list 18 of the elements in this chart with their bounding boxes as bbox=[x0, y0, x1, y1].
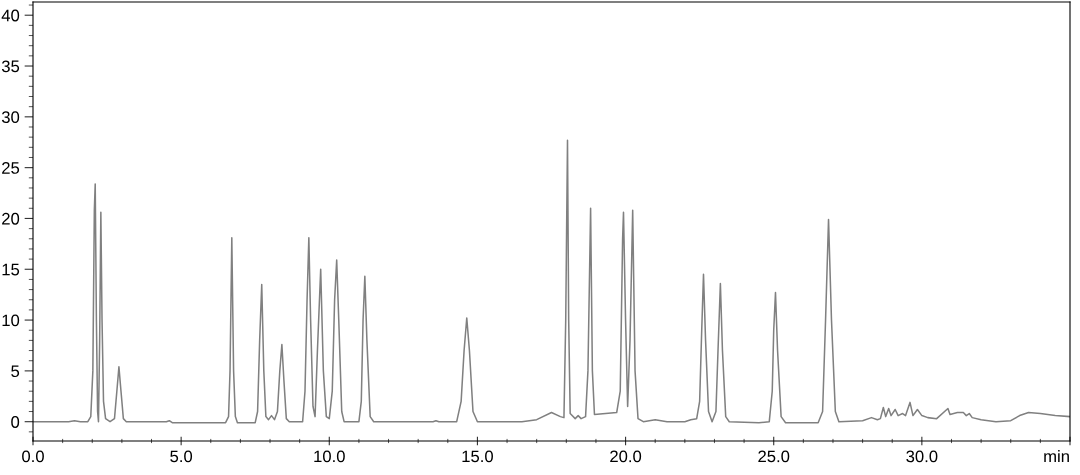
y-tick-label: 10 bbox=[2, 314, 20, 327]
x-tick-label: 20.0 bbox=[610, 450, 642, 463]
y-tick-label: 0 bbox=[11, 416, 20, 428]
x-tick-label: 10.0 bbox=[314, 450, 345, 463]
y-tick-label: 5 bbox=[11, 365, 20, 378]
x-tick-label: 5.0 bbox=[170, 450, 193, 463]
y-tick-label: 40 bbox=[1, 9, 20, 22]
x-tick-label: 15.0 bbox=[462, 450, 493, 463]
y-tick-label: 25 bbox=[2, 162, 20, 174]
x-tick-label: 0.0 bbox=[22, 450, 44, 463]
x-tick-label: 30.0 bbox=[906, 450, 938, 463]
x-tick-label: 25.0 bbox=[758, 450, 790, 463]
y-tick-label: 15 bbox=[2, 263, 20, 276]
y-tick-label: 20 bbox=[2, 212, 20, 225]
y-tick-label: 30 bbox=[1, 111, 20, 124]
line-series bbox=[33, 139, 1070, 424]
y-tick-label: 35 bbox=[1, 60, 20, 73]
x-tick-label: min bbox=[1044, 450, 1069, 463]
